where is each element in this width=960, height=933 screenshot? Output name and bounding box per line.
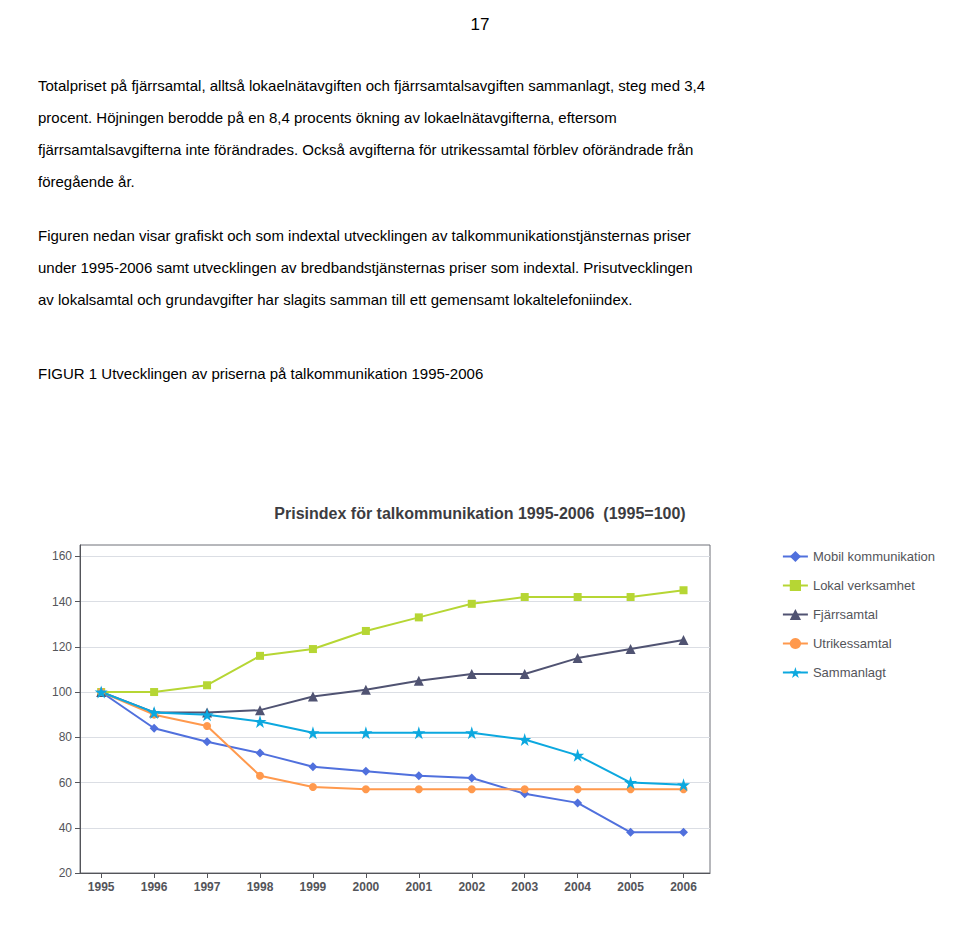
svg-text:20: 20 — [59, 866, 73, 880]
svg-text:80: 80 — [59, 730, 73, 744]
svg-text:FIGUR 1 Utvecklingen av priser: FIGUR 1 Utvecklingen av priserna på talk… — [38, 365, 483, 382]
svg-text:Utrikessamtal: Utrikessamtal — [813, 636, 892, 651]
svg-text:1995: 1995 — [88, 880, 115, 894]
svg-text:Totalpriset på fjärrsamtal, al: Totalpriset på fjärrsamtal, alltså lokae… — [38, 77, 705, 94]
svg-text:160: 160 — [52, 549, 72, 563]
svg-text:2006: 2006 — [670, 880, 697, 894]
svg-text:2000: 2000 — [353, 880, 380, 894]
svg-text:procent. Höjningen berodde på: procent. Höjningen berodde på en 8,4 pro… — [38, 109, 617, 126]
svg-text:1997: 1997 — [194, 880, 221, 894]
svg-text:120: 120 — [52, 640, 72, 654]
svg-text:2003: 2003 — [511, 880, 538, 894]
svg-text:40: 40 — [59, 821, 73, 835]
svg-text:1996: 1996 — [141, 880, 168, 894]
svg-text:2004: 2004 — [564, 880, 591, 894]
svg-text:60: 60 — [59, 776, 73, 790]
svg-text:Prisindex för talkommunikation: Prisindex för talkommunikation 1995-2006… — [274, 505, 685, 522]
svg-text:1999: 1999 — [300, 880, 327, 894]
svg-text:100: 100 — [52, 685, 72, 699]
svg-text:fjärrsamtalsavgifterna inte fö: fjärrsamtalsavgifterna inte förändrades.… — [38, 141, 693, 158]
svg-text:av lokalsamtal och grundavgift: av lokalsamtal och grundavgifter har sla… — [38, 291, 632, 308]
svg-text:140: 140 — [52, 595, 72, 609]
svg-text:Lokal verksamhet: Lokal verksamhet — [813, 578, 915, 593]
svg-text:Figuren nedan visar grafiskt o: Figuren nedan visar grafiskt och som ind… — [38, 227, 691, 244]
svg-text:17: 17 — [471, 15, 490, 34]
svg-text:föregående år.: föregående år. — [38, 173, 135, 190]
svg-text:Mobil kommunikation: Mobil kommunikation — [813, 549, 935, 564]
svg-text:2005: 2005 — [617, 880, 644, 894]
svg-text:Sammanlagt: Sammanlagt — [813, 665, 886, 680]
svg-text:2002: 2002 — [458, 880, 485, 894]
svg-text:2001: 2001 — [405, 880, 432, 894]
svg-text:Fjärrsamtal: Fjärrsamtal — [813, 607, 878, 622]
svg-text:1998: 1998 — [247, 880, 274, 894]
svg-text:under 1995-2006 samt utvecklin: under 1995-2006 samt utvecklingen av bre… — [38, 259, 693, 276]
